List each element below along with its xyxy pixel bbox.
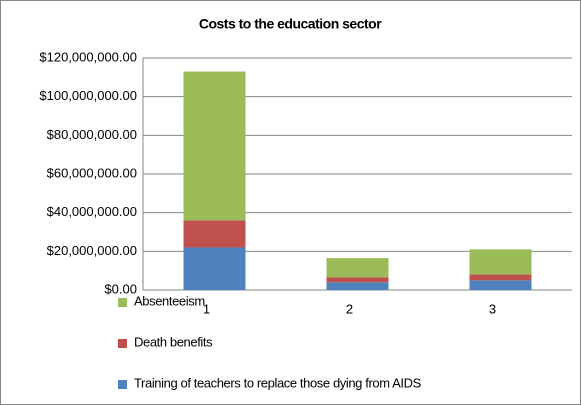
chart-title: Costs to the education sector	[199, 16, 382, 32]
bar-segment	[326, 282, 389, 290]
y-tick-label: $20,000,000.00	[47, 243, 137, 258]
y-tick-label: $100,000,000.00	[39, 88, 137, 103]
x-tick-label: 3	[489, 301, 496, 316]
y-tick-label: $0.00	[104, 281, 137, 296]
y-tick-label: $40,000,000.00	[47, 204, 137, 219]
legend-label: Absenteeism	[134, 293, 205, 308]
legend-swatch	[118, 380, 127, 389]
legend-swatch	[118, 339, 127, 348]
bar-segment	[326, 277, 389, 283]
y-tick-label: $80,000,000.00	[47, 127, 137, 142]
bar-segment	[469, 274, 532, 281]
y-tick-label: $120,000,000.00	[39, 49, 137, 64]
x-tick-label: 1	[203, 301, 210, 316]
bar-segment	[469, 280, 532, 290]
legend-label: Training of teachers to replace those dy…	[134, 375, 422, 390]
legend-swatch	[118, 298, 127, 307]
bar-segment	[183, 247, 246, 290]
y-tick-label: $60,000,000.00	[47, 165, 137, 180]
bar-segment	[469, 249, 532, 275]
bar-segment	[183, 71, 246, 221]
bar-segment	[326, 258, 389, 278]
x-tick-label: 2	[346, 301, 353, 316]
bar-segment	[183, 220, 246, 248]
legend-label: Death benefits	[134, 334, 213, 349]
